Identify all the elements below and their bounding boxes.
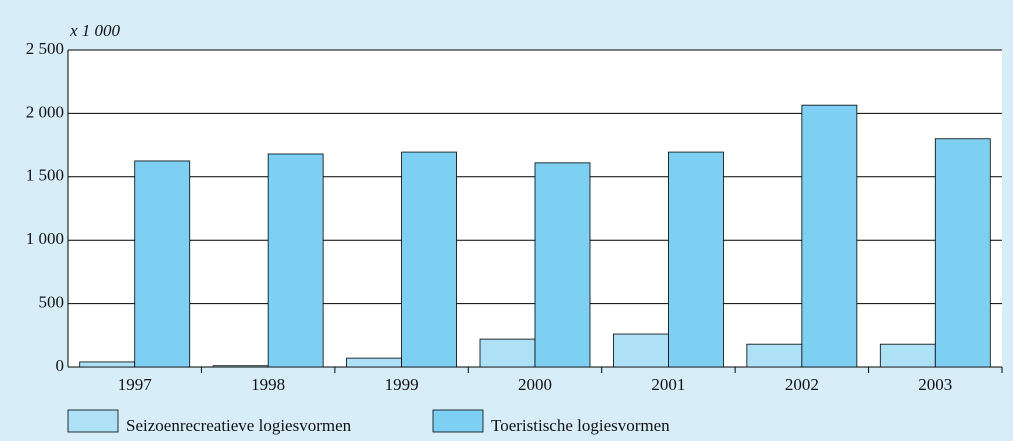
x-tick-label: 2002 bbox=[785, 375, 819, 394]
x-tick-label: 1997 bbox=[118, 375, 153, 394]
legend-swatch bbox=[432, 409, 484, 433]
bar bbox=[613, 333, 669, 368]
bar bbox=[401, 151, 457, 368]
x-tick-label: 1999 bbox=[385, 375, 419, 394]
x-tick-label: 2000 bbox=[518, 375, 552, 394]
y-tick-label: 0 bbox=[56, 356, 65, 375]
bar bbox=[267, 153, 324, 368]
x-tick-label: 2003 bbox=[918, 375, 952, 394]
x-tick-label: 2001 bbox=[651, 375, 685, 394]
legend-label: Toeristische logiesvormen bbox=[491, 416, 670, 435]
y-tick-label: 1 500 bbox=[26, 166, 64, 185]
y-tick-label: 2 500 bbox=[26, 39, 64, 58]
bar bbox=[479, 338, 536, 368]
bar bbox=[934, 138, 991, 368]
bar bbox=[879, 343, 936, 368]
y-tick-label: 500 bbox=[39, 293, 65, 312]
legend-swatch bbox=[67, 409, 119, 433]
x-tick-label: 1998 bbox=[251, 375, 285, 394]
bar bbox=[534, 162, 591, 368]
y-tick-label: 1 000 bbox=[26, 229, 64, 248]
bar bbox=[346, 357, 402, 368]
bar bbox=[134, 160, 191, 368]
legend-label: Seizoenrecreatieve logiesvormen bbox=[126, 416, 352, 435]
bar bbox=[746, 343, 803, 368]
y-axis-label: x 1 000 bbox=[69, 21, 121, 40]
bar bbox=[212, 365, 269, 368]
y-tick-label: 2 000 bbox=[26, 102, 64, 121]
bar bbox=[79, 361, 136, 368]
bar bbox=[801, 104, 858, 368]
bar bbox=[668, 151, 724, 368]
